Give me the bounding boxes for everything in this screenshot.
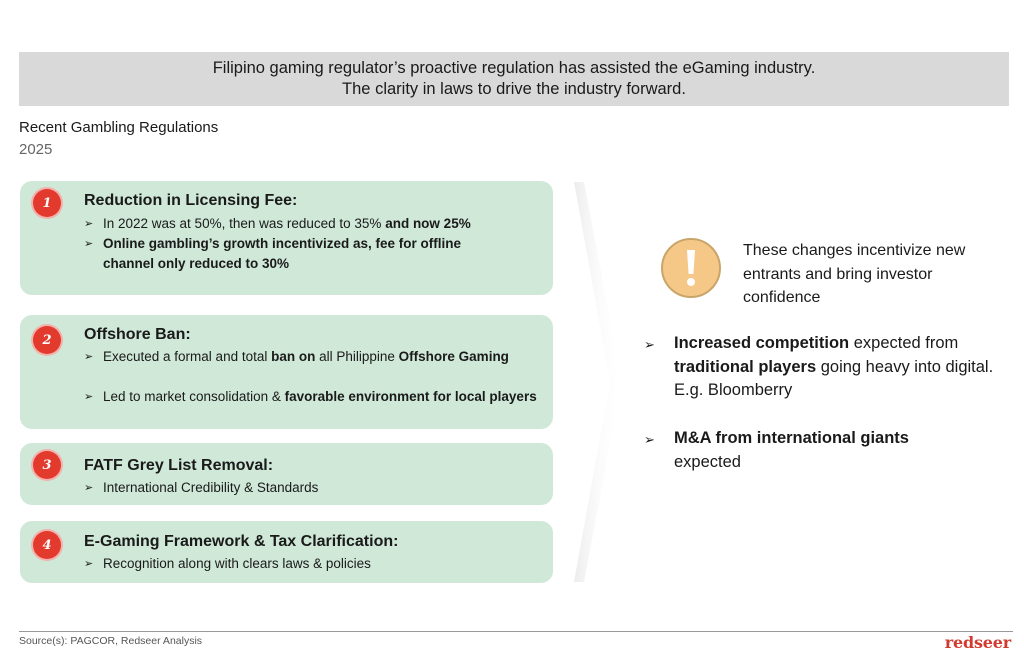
bullet-2-1: ➢ Executed a formal and total ban on all…	[84, 347, 524, 367]
header-banner: Filipino gaming regulator’s proactive re…	[19, 52, 1009, 106]
chevron-divider	[574, 182, 622, 582]
regulation-card-2: 2 Offshore Ban: ➢ Executed a formal and …	[20, 315, 553, 429]
banner-line-1: Filipino gaming regulator’s proactive re…	[212, 59, 816, 77]
bullet-text-bold: ban on	[271, 349, 316, 364]
point-text-bold: M&A from international giants	[674, 429, 909, 447]
bullet-3-1: ➢ International Credibility & Standards	[84, 478, 534, 498]
callout-text: These changes incentivize new entrants a…	[743, 242, 966, 306]
bullet-text: all Philippine	[315, 349, 399, 364]
banner-line-2: The clarity in laws to drive the industr…	[342, 80, 686, 98]
right-point-1: ➢ Increased competition expected from tr…	[644, 332, 994, 403]
regulation-card-3: 3 FATF Grey List Removal: ➢ Internationa…	[20, 443, 553, 505]
number-badge-2: 2	[33, 326, 61, 354]
bullet-text: Recognition along with clears laws & pol…	[103, 556, 371, 571]
bullet-1-2: ➢ Online gambling’s growth incentivized …	[84, 234, 504, 274]
arrow-bullet-icon: ➢	[84, 218, 94, 230]
point-text-bold: traditional players	[674, 357, 817, 376]
bullet-text: International Credibility & Standards	[103, 480, 319, 495]
arrow-bullet-icon: ➢	[644, 337, 655, 352]
footer-divider	[19, 631, 1013, 632]
point-text: expected from	[849, 334, 959, 352]
card-title-1: Reduction in Licensing Fee:	[84, 192, 298, 209]
arrow-bullet-icon: ➢	[644, 432, 655, 447]
regulation-card-1: 1 Reduction in Licensing Fee: ➢ In 2022 …	[20, 181, 553, 295]
bullet-text-bold: Online gambling’s growth incentivized as…	[103, 236, 462, 271]
bullet-text: In 2022 was at 50%, then was reduced to …	[103, 216, 386, 231]
bullet-1-1: ➢ In 2022 was at 50%, then was reduced t…	[84, 214, 534, 234]
bullet-text: Executed a formal and total	[103, 349, 272, 364]
section-title: Recent Gambling Regulations	[19, 119, 219, 136]
section-year: 2025	[19, 141, 53, 158]
card-title-4: E-Gaming Framework & Tax Clarification:	[84, 533, 399, 550]
exclamation-icon	[661, 238, 721, 298]
bullet-text: Led to market consolidation &	[103, 389, 285, 404]
right-point-2: ➢ M&A from international giants expected	[644, 427, 944, 474]
bullet-text-bold: Offshore Gaming	[398, 349, 509, 364]
bullet-text-bold: favorable environment for local	[284, 389, 486, 404]
arrow-bullet-icon: ➢	[84, 558, 94, 570]
point-text-bold: Increased competition	[674, 334, 850, 352]
arrow-bullet-icon: ➢	[84, 238, 94, 250]
number-badge-3: 3	[33, 451, 61, 479]
number-badge-1: 1	[33, 189, 61, 217]
point-text: going heavy into digital. E.g. Bloomberr…	[674, 357, 994, 400]
bullet-text-bold: and now 25%	[385, 216, 471, 231]
arrow-bullet-icon: ➢	[84, 391, 94, 403]
redseer-logo: redseer	[944, 633, 1011, 652]
arrow-bullet-icon: ➢	[84, 482, 94, 494]
bullet-text-bold: players	[485, 389, 537, 404]
point-text: expected	[674, 452, 741, 471]
exclamation-glyph	[687, 250, 695, 286]
card-title-2: Offshore Ban:	[84, 326, 191, 343]
source-note: Source(s): PAGCOR, Redseer Analysis	[19, 635, 203, 647]
bullet-2-2: ➢ Led to market consolidation & favorabl…	[84, 387, 544, 407]
regulation-card-4: 4 E-Gaming Framework & Tax Clarification…	[20, 521, 553, 583]
number-badge-4: 4	[33, 531, 61, 559]
card-title-3: FATF Grey List Removal:	[84, 457, 274, 474]
arrow-bullet-icon: ➢	[84, 351, 94, 363]
bullet-4-1: ➢ Recognition along with clears laws & p…	[84, 554, 534, 574]
